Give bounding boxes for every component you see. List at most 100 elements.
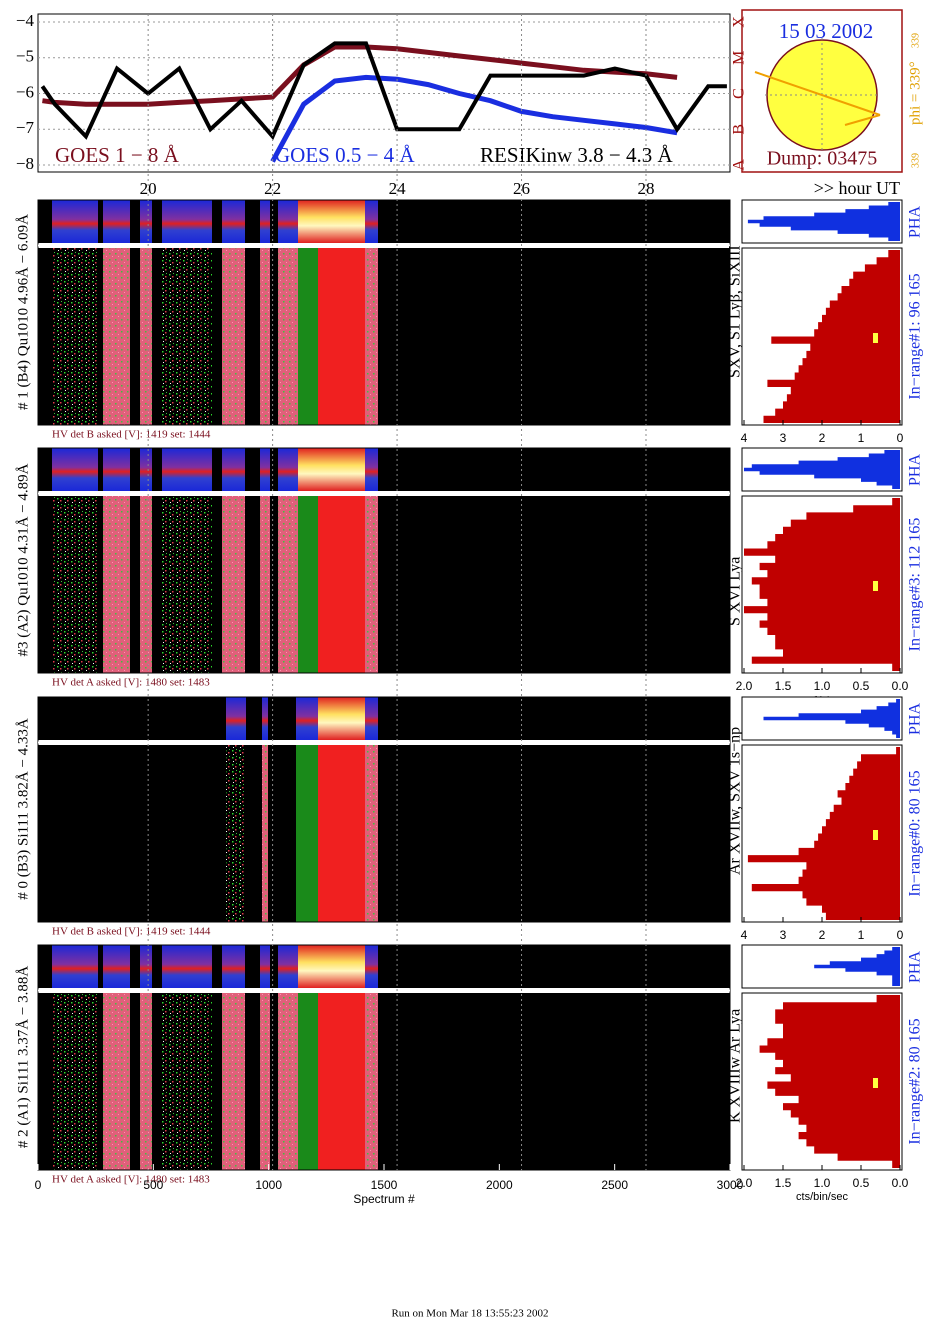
strip-bg bbox=[38, 697, 730, 740]
range-label: In−range#2: 80 165 bbox=[907, 1018, 924, 1144]
spectrogram-band bbox=[318, 745, 365, 922]
spectrogram-band bbox=[103, 993, 130, 1170]
profile-tick-label: 0.0 bbox=[892, 679, 909, 693]
strip-band bbox=[278, 448, 298, 491]
spectrogram-band bbox=[246, 745, 262, 922]
pha-label: PHA bbox=[907, 703, 924, 735]
x-tick-label: 1000 bbox=[255, 1178, 282, 1192]
spectrogram-band bbox=[98, 993, 103, 1170]
profile-area bbox=[744, 498, 900, 671]
profile-tick-label: 0.5 bbox=[853, 1176, 870, 1190]
profile-tick-label: 0.0 bbox=[892, 1176, 909, 1190]
x-tick-label: 0 bbox=[35, 1178, 42, 1192]
spectrogram-band bbox=[260, 496, 270, 673]
spectrogram-frame bbox=[37, 447, 731, 674]
spectrogram-band bbox=[140, 496, 152, 673]
profile-tick-label: 4 bbox=[741, 431, 748, 445]
profile-tick-label: 2 bbox=[819, 431, 826, 445]
dump: Dump: 03475 bbox=[767, 148, 878, 170]
strip-band bbox=[262, 697, 268, 740]
spectrogram-band bbox=[245, 993, 260, 1170]
y-tick-label: −8 bbox=[16, 154, 34, 173]
legend-label: GOES 0.5 − 4 Å bbox=[275, 143, 415, 167]
strip-band bbox=[140, 200, 152, 243]
strip-band bbox=[260, 448, 270, 491]
strip-band bbox=[222, 448, 245, 491]
hv-label: HV det A asked [V]: 1480 set: 1483 bbox=[52, 1174, 210, 1186]
spectrogram-band bbox=[52, 993, 98, 1170]
spectrogram-band bbox=[130, 248, 140, 425]
sun-direction bbox=[754, 71, 881, 116]
spectrogram-band bbox=[103, 248, 130, 425]
panel-label: #3 (A2) Qu1010 4.31Å − 4.89Å bbox=[15, 463, 31, 656]
profile-axis-label: cts/bin/sec bbox=[796, 1191, 848, 1203]
spectrogram-frame bbox=[37, 696, 731, 923]
spectrogram-band bbox=[365, 496, 378, 673]
strip-bg bbox=[38, 448, 730, 491]
hv-label: HV det B asked [V]: 1419 set: 1444 bbox=[52, 926, 211, 938]
strip-band bbox=[162, 200, 212, 243]
strip-band bbox=[296, 697, 318, 740]
spectrogram-band bbox=[260, 993, 270, 1170]
strip-band bbox=[226, 697, 246, 740]
spectrogram-band bbox=[278, 496, 298, 673]
spectrogram-band bbox=[98, 496, 103, 673]
x-tick-label: 3000 bbox=[717, 1178, 744, 1192]
series-line bbox=[42, 44, 678, 107]
class-label: A bbox=[731, 159, 748, 171]
class-label: B bbox=[731, 124, 748, 135]
footer: Run on Mon Mar 18 13:55:23 2002 bbox=[391, 1308, 548, 1320]
spectrogram-band bbox=[222, 496, 245, 673]
strip-bg bbox=[38, 200, 730, 243]
strip-band bbox=[260, 945, 270, 988]
strip-band bbox=[162, 448, 212, 491]
strip-band bbox=[103, 448, 130, 491]
profile-tick-label: 1 bbox=[858, 928, 865, 942]
spectrogram-band bbox=[152, 248, 162, 425]
strip-band bbox=[298, 200, 318, 243]
class-label: C bbox=[731, 88, 748, 99]
strip-band bbox=[103, 945, 130, 988]
profile-area bbox=[747, 747, 900, 920]
spectrogram-band bbox=[222, 993, 245, 1170]
spectrogram-band bbox=[222, 248, 245, 425]
pha-label: PHA bbox=[907, 951, 924, 983]
x-tick-label: 500 bbox=[143, 1178, 163, 1192]
range-label: In−range#0: 80 165 bbox=[907, 770, 924, 896]
profile-tick-label: 0 bbox=[897, 928, 904, 942]
phi-sup: 339 bbox=[910, 33, 921, 48]
profile-tick-label: 3 bbox=[780, 431, 787, 445]
strip-band bbox=[140, 448, 152, 491]
range-label: In−range#1: 96 165 bbox=[907, 273, 924, 399]
x-axis-label: Spectrum # bbox=[353, 1192, 415, 1206]
spectrogram-band bbox=[38, 745, 226, 922]
spectrogram-band bbox=[212, 496, 222, 673]
spectrogram-band bbox=[212, 993, 222, 1170]
spectrogram-band bbox=[318, 248, 365, 425]
strip-band bbox=[298, 448, 318, 491]
spectrogram-band bbox=[52, 248, 98, 425]
spectrogram-band bbox=[52, 496, 98, 673]
spectrogram-band bbox=[296, 745, 318, 922]
profile-tick-label: 2.0 bbox=[736, 1176, 753, 1190]
spectrogram-frame bbox=[37, 199, 731, 426]
spectrogram-band bbox=[226, 745, 246, 922]
spectrogram-band bbox=[98, 248, 103, 425]
spectrogram-band bbox=[212, 248, 222, 425]
spectrogram-band bbox=[140, 993, 152, 1170]
pha-area bbox=[747, 202, 900, 241]
phi-bottom: 339 bbox=[910, 153, 921, 168]
x-tick-label: 1500 bbox=[371, 1178, 398, 1192]
spectrogram-band bbox=[162, 248, 212, 425]
spectrogram-band bbox=[130, 496, 140, 673]
pha-area bbox=[814, 947, 900, 986]
spectrogram-band bbox=[162, 496, 212, 673]
spectrogram-band bbox=[365, 248, 378, 425]
legend-label: GOES 1 − 8 Å bbox=[55, 143, 180, 167]
marker bbox=[873, 1078, 878, 1088]
spectrogram-band bbox=[38, 248, 52, 425]
spectrogram-band bbox=[152, 496, 162, 673]
x-tick-label: 28 bbox=[637, 179, 654, 198]
strip-band bbox=[52, 448, 98, 491]
y-tick-label: −5 bbox=[16, 47, 34, 66]
